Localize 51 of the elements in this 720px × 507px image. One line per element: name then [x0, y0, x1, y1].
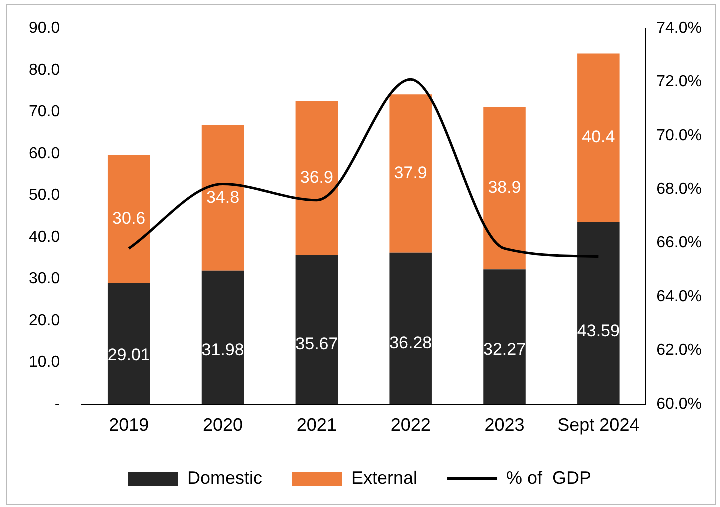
data-label: 38.9 [488, 178, 522, 198]
y-tick-label: - [54, 396, 60, 413]
bar [296, 255, 338, 404]
y-tick-label: 10.0 [29, 354, 60, 372]
y-tick-label: 50.0 [29, 187, 60, 204]
y-tick-label: 20.0 [29, 312, 60, 330]
data-label: 34.8 [206, 188, 240, 207]
x-tick-label: 2021 [296, 415, 337, 436]
data-label: 29.01 [108, 346, 150, 365]
bar [296, 101, 338, 256]
data-label: 36.9 [300, 168, 334, 188]
y2-tick-label: 74.0% [656, 20, 702, 38]
x-tick-label: 2020 [202, 415, 244, 436]
data-label: 36.28 [390, 333, 432, 352]
data-label: 37.9 [394, 163, 428, 182]
x-tick-label: 2022 [390, 415, 431, 436]
y2-tick-label: 68.0% [656, 181, 702, 198]
x-tick-label: 2019 [109, 415, 150, 436]
legend-label: Domestic [187, 468, 262, 488]
data-label: 40.4 [582, 128, 616, 147]
bar [390, 252, 432, 404]
y2-tick-label: 66.0% [656, 234, 702, 252]
bar [202, 270, 244, 404]
bar [578, 222, 620, 404]
x-tick-label: Sept 2024 [558, 415, 640, 436]
y2-tick-label: 72.0% [656, 74, 702, 91]
data-label: 43.59 [577, 321, 620, 340]
y2-tick-label: 60.0% [656, 396, 702, 413]
y2-tick-label: 64.0% [656, 288, 702, 306]
y2-tick-label: 70.0% [656, 127, 702, 144]
y-tick-label: 30.0 [29, 270, 60, 288]
y-tick-label: 40.0 [29, 228, 60, 246]
bar [578, 54, 620, 222]
data-label: 32.27 [483, 340, 526, 360]
legend-label: External [351, 468, 418, 488]
data-label: 35.67 [296, 334, 338, 354]
y-tick-label: 90.0 [29, 20, 60, 38]
bar [108, 283, 150, 404]
bar [390, 94, 432, 253]
bar [484, 107, 526, 270]
bar [108, 155, 150, 284]
data-label: 31.98 [202, 340, 244, 360]
y-tick-label: 70.0 [29, 104, 60, 121]
y-tick-label: 80.0 [29, 62, 60, 79]
y-tick-label: 60.0 [29, 145, 60, 162]
bar [202, 126, 244, 271]
legend-label: % of GDP [506, 468, 592, 488]
data-label: 30.6 [112, 209, 146, 228]
bar [484, 270, 526, 404]
x-tick-label: 2023 [484, 415, 525, 436]
y2-tick-label: 62.0% [656, 342, 702, 360]
